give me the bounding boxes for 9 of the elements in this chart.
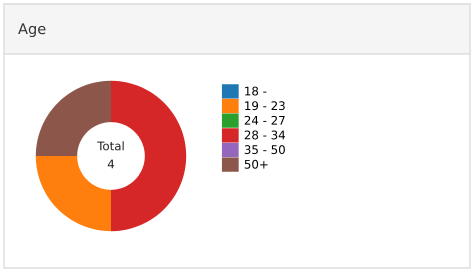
legend-label: 28 - 34 [244, 130, 286, 140]
text: 4 [108, 160, 114, 168]
legend-label: 24 - 27 [244, 116, 285, 125]
chart-title: Age [18, 23, 46, 38]
legend-label: 18 - [245, 86, 266, 96]
legend-label: 35 - 50 [244, 145, 285, 154]
legend-label: 19 - 23 [245, 101, 285, 110]
legend-label: 50+ [244, 160, 268, 169]
text: Total [97, 141, 124, 150]
